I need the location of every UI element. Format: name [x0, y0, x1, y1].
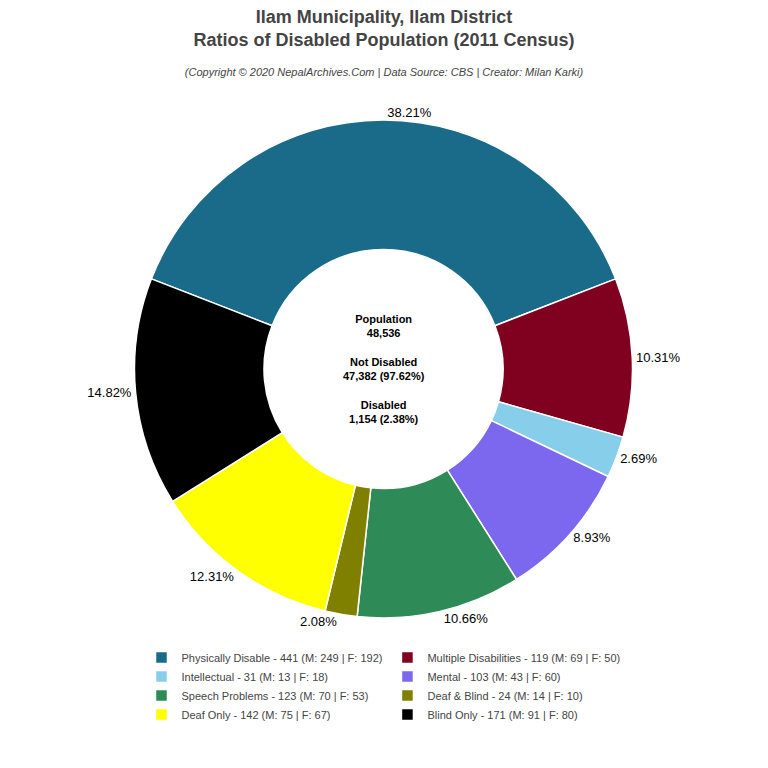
- svg-text:Deaf Only - 142 (M: 75 | F: 67: Deaf Only - 142 (M: 75 | F: 67): [182, 709, 331, 721]
- svg-text:Intellectual - 31 (M: 13 | F:: Intellectual - 31 (M: 13 | F: 18): [182, 671, 329, 683]
- svg-text:Ilam Municipality, Ilam Distri: Ilam Municipality, Ilam DistrictRatios o…: [193, 7, 574, 50]
- svg-text:Population48,536Not Disabled47: Population48,536Not Disabled47,382 (97.6…: [343, 313, 425, 425]
- svg-text:2.08%: 2.08%: [300, 614, 337, 629]
- svg-text:12.31%: 12.31%: [190, 569, 235, 584]
- svg-text:38.21%: 38.21%: [387, 105, 432, 120]
- svg-text:2.69%: 2.69%: [620, 451, 657, 466]
- svg-text:Deaf & Blind - 24 (M: 14 | F:: Deaf & Blind - 24 (M: 14 | F: 10): [427, 690, 582, 702]
- svg-text:(Copyright © 2020 NepalArchive: (Copyright © 2020 NepalArchives.Com | Da…: [185, 66, 584, 78]
- svg-text:14.82%: 14.82%: [87, 385, 132, 400]
- svg-text:Physically Disable - 441 (M: 2: Physically Disable - 441 (M: 249 | F: 19…: [182, 652, 383, 664]
- svg-text:10.31%: 10.31%: [636, 350, 681, 365]
- svg-text:10.66%: 10.66%: [444, 611, 489, 626]
- svg-text:8.93%: 8.93%: [573, 530, 610, 545]
- svg-text:Mental - 103 (M: 43 | F: 60): Mental - 103 (M: 43 | F: 60): [427, 671, 560, 683]
- svg-text:Speech Problems - 123 (M: 70 |: Speech Problems - 123 (M: 70 | F: 53): [182, 690, 369, 702]
- svg-text:Blind Only - 171 (M: 91 | F: 8: Blind Only - 171 (M: 91 | F: 80): [427, 709, 577, 721]
- svg-text:Multiple Disabilities - 119 (M: Multiple Disabilities - 119 (M: 69 | F: …: [427, 652, 620, 664]
